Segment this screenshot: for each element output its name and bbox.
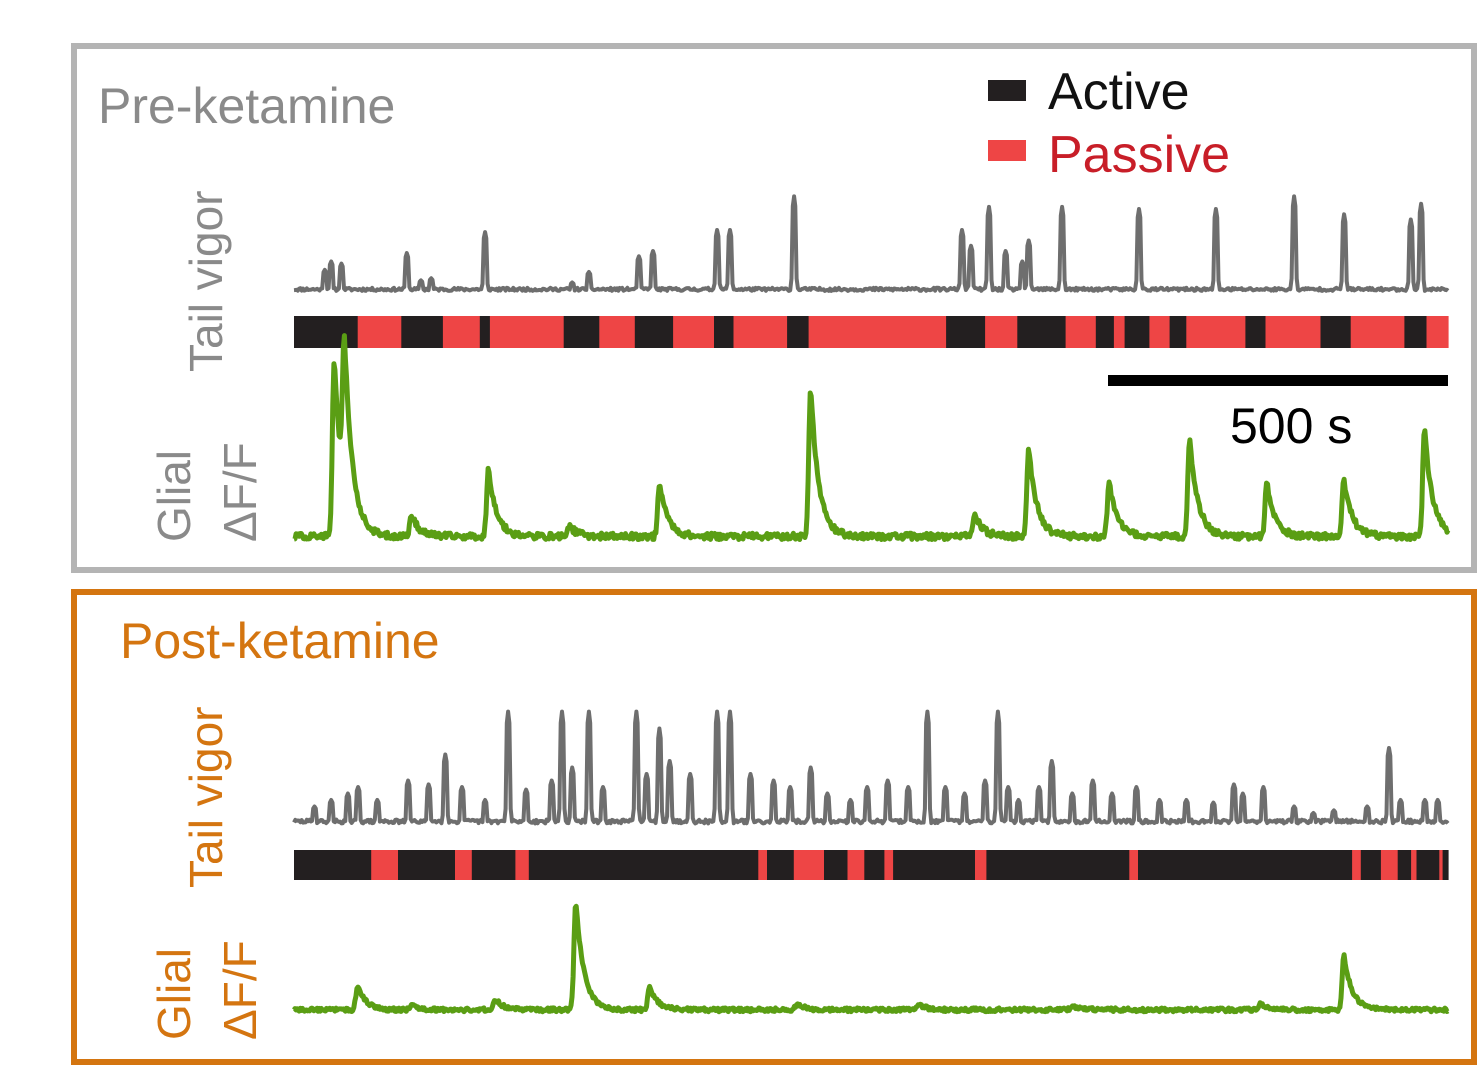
post-behavior-segment-passive-25 xyxy=(1439,850,1444,880)
post-glial-axis-label: Glial xyxy=(148,948,200,1040)
post-behavior-segment-passive-21 xyxy=(1380,850,1399,880)
post-behavior-segment-active-20 xyxy=(1360,850,1382,880)
post-ketamine-frame xyxy=(71,589,1477,1065)
pre-behavior-segment-active-12 xyxy=(787,316,810,348)
pre-ketamine-title: Pre-ketamine xyxy=(98,78,395,134)
post-behavior-segment-passive-17 xyxy=(1129,850,1139,880)
legend-passive-label: Passive xyxy=(1048,126,1230,184)
post-behavior-segment-passive-3 xyxy=(455,850,473,880)
pre-behavior-segment-passive-3 xyxy=(442,316,481,348)
legend-passive-swatch xyxy=(988,140,1026,161)
pre-behavior-segment-active-4 xyxy=(479,316,491,348)
post-behavior-segment-passive-11 xyxy=(847,850,865,880)
pre-behavior-segment-active-22 xyxy=(1169,316,1187,348)
post-behavior-segment-active-12 xyxy=(864,850,885,880)
pre-behavior-segment-active-28 xyxy=(1404,316,1428,348)
legend-active-swatch xyxy=(988,80,1026,101)
post-behavior-segment-passive-13 xyxy=(884,850,894,880)
pre-behavior-segment-active-6 xyxy=(563,316,600,348)
pre-behavior-segment-passive-21 xyxy=(1149,316,1171,348)
post-behavior-segment-active-22 xyxy=(1397,850,1412,880)
pre-tail-vigor-trace xyxy=(293,194,1450,293)
post-behavior-segment-passive-7 xyxy=(758,850,768,880)
pre-behavior-segment-active-0 xyxy=(294,316,359,348)
post-tail-vigor-trace xyxy=(292,709,1450,826)
post-behavior-segment-passive-9 xyxy=(793,850,825,880)
pre-behavior-segment-passive-19 xyxy=(1113,316,1126,348)
post-behavior-segment-active-8 xyxy=(767,850,795,880)
pre-behavior-segment-active-8 xyxy=(634,316,674,348)
post-behavior-segment-active-18 xyxy=(1138,850,1353,880)
post-behavior-segment-passive-23 xyxy=(1411,850,1418,880)
post-behavior-segment-active-2 xyxy=(398,850,456,880)
post-behavior-segment-passive-15 xyxy=(975,850,987,880)
pre-behavior-segment-active-2 xyxy=(401,316,444,348)
pre-behavior-segment-passive-15 xyxy=(985,316,1018,348)
pre-behavior-segment-passive-9 xyxy=(673,316,715,348)
pre-tail-vigor-axis-label: Tail vigor xyxy=(180,190,232,372)
post-ketamine-title: Post-ketamine xyxy=(120,613,440,669)
pre-behavior-segment-passive-27 xyxy=(1350,316,1405,348)
pre-glial-axis-label: Glial xyxy=(148,450,200,542)
pre-behavior-segment-active-16 xyxy=(1017,316,1067,348)
post-behavior-segment-active-0 xyxy=(294,850,372,880)
post-behavior-segment-passive-19 xyxy=(1352,850,1362,880)
scale-bar: 500 s xyxy=(1108,375,1448,454)
pre-behavior-segment-active-14 xyxy=(946,316,986,348)
post-ketamine-panel: Post-ketamine Tail vigor Glial ΔF/F xyxy=(71,589,1477,1065)
pre-behavior-segment-passive-29 xyxy=(1426,316,1449,348)
post-glial-dff-trace xyxy=(292,903,1450,1015)
pre-behavior-segment-passive-13 xyxy=(808,316,947,348)
post-behavior-segment-active-24 xyxy=(1416,850,1440,880)
pre-behavior-segment-passive-17 xyxy=(1065,316,1097,348)
post-behavior-segment-active-6 xyxy=(528,850,759,880)
pre-behavior-segment-active-10 xyxy=(714,316,735,348)
pre-glial-dff-trace xyxy=(292,333,1451,542)
pre-behavior-segment-passive-1 xyxy=(357,316,402,348)
pre-behavior-segment-passive-23 xyxy=(1186,316,1246,348)
pre-behavior-segment-passive-25 xyxy=(1265,316,1322,348)
pre-behavior-segment-passive-7 xyxy=(599,316,636,348)
pre-behavior-segment-passive-11 xyxy=(733,316,788,348)
pre-ketamine-frame xyxy=(71,43,1477,573)
pre-behavior-segment-active-20 xyxy=(1124,316,1150,348)
pre-ketamine-panel: Pre-ketamine Active Passive Tail vigor G… xyxy=(71,43,1477,573)
post-behavior-segment-active-4 xyxy=(471,850,516,880)
pre-behavior-segment-active-18 xyxy=(1095,316,1115,348)
legend: Active Passive xyxy=(988,63,1230,184)
post-behavior-segment-active-16 xyxy=(986,850,1130,880)
scale-bar-line xyxy=(1108,375,1448,386)
pre-behavior-segment-passive-5 xyxy=(489,316,565,348)
post-behavior-segment-active-10 xyxy=(824,850,849,880)
pre-behavior-segment-active-24 xyxy=(1245,316,1267,348)
post-behavior-segment-active-26 xyxy=(1442,850,1449,880)
post-behavior-state-bar xyxy=(294,850,1449,880)
post-behavior-segment-passive-1 xyxy=(371,850,399,880)
post-behavior-segment-active-14 xyxy=(893,850,976,880)
pre-behavior-state-bar xyxy=(294,316,1449,348)
legend-active-label: Active xyxy=(1048,63,1190,121)
pre-dff-axis-label: ΔF/F xyxy=(214,442,266,542)
post-dff-axis-label: ΔF/F xyxy=(214,940,266,1040)
post-tail-vigor-axis-label: Tail vigor xyxy=(180,706,232,888)
scale-bar-label: 500 s xyxy=(1230,398,1352,454)
post-behavior-segment-passive-5 xyxy=(515,850,530,880)
pre-behavior-segment-active-26 xyxy=(1320,316,1352,348)
